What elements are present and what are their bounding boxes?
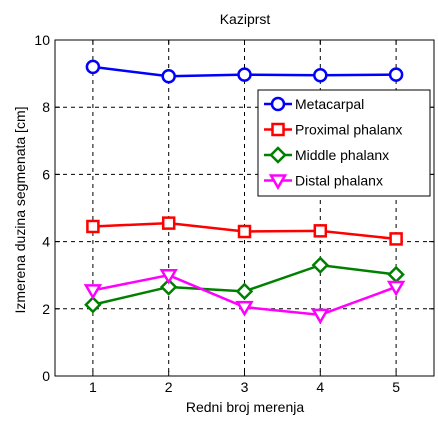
- data-point: [313, 68, 328, 83]
- y-axis-label: Izmerena duzina segmenata [cm]: [12, 107, 28, 314]
- legend-label: Metacarpal: [295, 96, 364, 112]
- data-point: [159, 278, 178, 296]
- data-point: [235, 300, 254, 317]
- data-point: [84, 296, 102, 314]
- y-tick-label: 4: [42, 234, 50, 250]
- x-tick-label: 3: [241, 379, 249, 395]
- x-axis-label: Redni broj merenja: [186, 399, 304, 415]
- data-point: [386, 280, 406, 297]
- legend-label: Proximal phalanx: [295, 122, 402, 138]
- legend-marker: [269, 146, 287, 164]
- x-tick-label: 2: [165, 379, 173, 395]
- data-point: [86, 219, 100, 234]
- data-point: [237, 67, 252, 82]
- data-point: [311, 308, 330, 325]
- y-tick-label: 8: [42, 99, 50, 115]
- y-tick-label: 10: [34, 32, 50, 48]
- data-point: [237, 224, 252, 239]
- data-point: [161, 216, 176, 230]
- legend-marker: [268, 174, 288, 190]
- legend-label: Middle phalanx: [295, 147, 389, 163]
- y-tick-label: 6: [42, 166, 50, 182]
- legend-marker: [270, 96, 286, 112]
- x-tick-label: 5: [392, 379, 400, 395]
- data-point: [83, 284, 103, 300]
- y-tick-label: 0: [42, 368, 50, 384]
- data-point: [313, 224, 328, 238]
- data-point: [159, 268, 178, 285]
- y-tick-label: 2: [42, 301, 50, 317]
- x-tick-label: 4: [316, 379, 324, 395]
- data-point: [311, 256, 330, 274]
- data-point: [161, 69, 176, 84]
- series-group: [83, 59, 406, 325]
- axes: 1 2 3 4 5 0 2 4 6 8 10: [34, 32, 435, 395]
- legend: Metacarpal Proximal phalanx Middle phalanx…: [257, 89, 431, 197]
- x-tick-label: 1: [89, 379, 97, 395]
- data-point: [388, 67, 404, 82]
- data-point: [235, 282, 254, 301]
- chart-title: Kaziprst: [220, 11, 271, 27]
- legend-marker: [271, 122, 285, 137]
- data-point: [85, 59, 101, 75]
- data-point: [389, 232, 403, 246]
- legend-box: [257, 89, 431, 197]
- legend-label: Distal phalanx: [295, 173, 383, 189]
